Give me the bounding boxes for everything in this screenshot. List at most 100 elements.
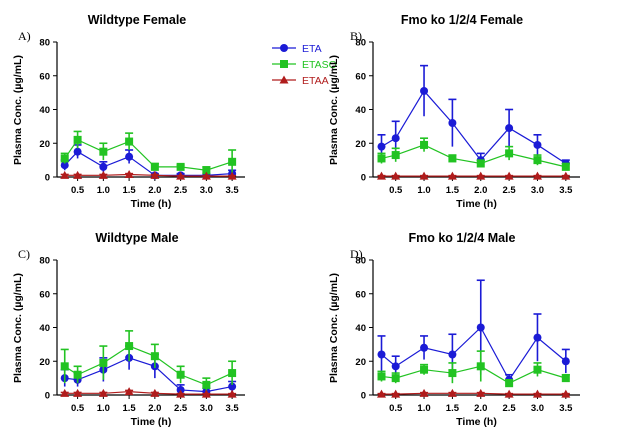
point-etaso bbox=[533, 365, 542, 374]
y-tick-label: 0 bbox=[361, 173, 366, 184]
point-etaso bbox=[561, 162, 570, 171]
point-etaa bbox=[476, 171, 486, 180]
panel-3: Wildtype Male C) 0 20 40 60 80 0.5 1.0 1.5 2.0 2.5 3… bbox=[12, 231, 245, 428]
point-etaso bbox=[60, 154, 69, 163]
y-axis-label: Plasma Conc. (µg/mL) bbox=[12, 55, 24, 165]
point-eta bbox=[420, 343, 429, 352]
point-etaa bbox=[476, 388, 486, 397]
y-tick-label: 80 bbox=[355, 256, 366, 267]
series-line bbox=[381, 89, 567, 165]
point-etaa bbox=[504, 389, 514, 398]
point-etaa bbox=[391, 389, 401, 398]
y-tick-label: 80 bbox=[355, 38, 366, 49]
point-eta bbox=[377, 142, 386, 151]
series-line bbox=[381, 144, 566, 168]
panel-1: Wildtype Female A) 0 20 40 60 80 0.5 1.0 1.5 2.0 2.… bbox=[12, 13, 245, 210]
point-eta bbox=[561, 357, 570, 366]
point-eta bbox=[448, 350, 457, 359]
point-eta bbox=[448, 119, 457, 127]
x-tick-label: 0.5 bbox=[389, 185, 403, 196]
chart-title: Fmo ko 1/2/4 Male bbox=[409, 231, 516, 245]
point-etaa bbox=[150, 388, 160, 397]
point-etaa bbox=[447, 388, 457, 397]
x-tick-label: 3.0 bbox=[531, 403, 544, 414]
y-tick-label: 40 bbox=[39, 323, 50, 334]
y-tick-label: 80 bbox=[39, 38, 50, 49]
point-etaso bbox=[125, 137, 134, 146]
legend: ETA ETASO ETAA bbox=[272, 43, 337, 87]
y-axis-label: Plasma Conc. (µg/mL) bbox=[328, 55, 340, 165]
point-legend-etaso bbox=[280, 60, 288, 68]
point-eta bbox=[391, 362, 400, 371]
y-tick-label: 40 bbox=[355, 323, 366, 334]
point-etaa bbox=[98, 388, 108, 397]
x-axis-label: Time (h) bbox=[131, 416, 172, 428]
point-etaso bbox=[391, 151, 400, 160]
point-etaa bbox=[227, 171, 237, 180]
point-etaa bbox=[419, 171, 429, 180]
legend-label: ETASO bbox=[302, 59, 337, 71]
point-etaso bbox=[505, 379, 514, 388]
point-eta bbox=[505, 124, 514, 133]
point-eta bbox=[391, 134, 400, 143]
x-tick-label: 1.0 bbox=[97, 185, 110, 196]
series-etaa bbox=[60, 387, 237, 398]
point-etaa bbox=[150, 170, 160, 179]
legend-label: ETA bbox=[302, 43, 322, 55]
x-tick-label: 3.0 bbox=[200, 403, 213, 414]
point-etaa bbox=[377, 389, 387, 398]
point-etaa bbox=[201, 389, 211, 398]
point-eta bbox=[228, 382, 237, 391]
point-eta bbox=[73, 147, 82, 156]
point-etaso bbox=[420, 365, 429, 374]
y-tick-label: 60 bbox=[39, 289, 50, 300]
x-tick-label: 3.5 bbox=[226, 185, 240, 196]
point-etaa bbox=[73, 388, 83, 397]
x-tick-label: 2.0 bbox=[474, 403, 487, 414]
x-tick-label: 2.0 bbox=[474, 185, 487, 196]
point-etaa bbox=[201, 171, 211, 180]
point-etaa bbox=[561, 389, 571, 398]
series-etaso bbox=[377, 137, 570, 171]
point-etaso bbox=[448, 154, 457, 163]
point-etaso bbox=[228, 369, 237, 378]
x-tick-label: 3.5 bbox=[559, 403, 573, 414]
x-axis-label: Time (h) bbox=[456, 198, 497, 210]
point-etaa bbox=[124, 169, 134, 178]
point-etaso bbox=[505, 149, 514, 158]
point-legend-etaa bbox=[279, 75, 289, 84]
y-tick-label: 20 bbox=[355, 357, 366, 368]
x-tick-label: 0.5 bbox=[71, 185, 85, 196]
point-etaso bbox=[150, 352, 159, 361]
panel-label: A) bbox=[18, 29, 31, 43]
chart-title: Fmo ko 1/2/4 Female bbox=[401, 13, 523, 27]
point-etaso bbox=[99, 147, 108, 156]
point-etaa bbox=[60, 388, 70, 397]
point-etaso bbox=[176, 162, 185, 171]
series-etaso bbox=[377, 350, 570, 388]
y-tick-label: 0 bbox=[361, 391, 366, 402]
series-etaso bbox=[60, 330, 237, 392]
point-eta bbox=[99, 162, 108, 171]
panel-label: D) bbox=[350, 247, 363, 261]
point-eta bbox=[377, 350, 386, 359]
point-etaso bbox=[60, 362, 69, 371]
panel-4: Fmo ko 1/2/4 Male D) 0 20 40 60 80 0.5 1.0 1.5 2.0… bbox=[328, 231, 580, 428]
point-etaa bbox=[227, 389, 237, 398]
x-tick-label: 2.5 bbox=[503, 403, 517, 414]
x-tick-label: 2.0 bbox=[148, 185, 161, 196]
x-tick-label: 1.0 bbox=[417, 185, 430, 196]
y-tick-label: 0 bbox=[45, 173, 50, 184]
point-etaa bbox=[73, 170, 83, 179]
series-line bbox=[64, 139, 233, 171]
x-tick-label: 1.0 bbox=[417, 403, 430, 414]
y-tick-label: 20 bbox=[355, 139, 366, 150]
legend-entry-etaa: ETAA bbox=[272, 75, 329, 87]
series-etaa bbox=[377, 388, 571, 398]
point-etaso bbox=[476, 362, 485, 371]
y-axis-label: Plasma Conc. (µg/mL) bbox=[328, 273, 340, 383]
point-etaa bbox=[532, 171, 542, 180]
series-line bbox=[64, 150, 233, 176]
point-etaa bbox=[532, 389, 542, 398]
y-tick-label: 0 bbox=[45, 391, 50, 402]
